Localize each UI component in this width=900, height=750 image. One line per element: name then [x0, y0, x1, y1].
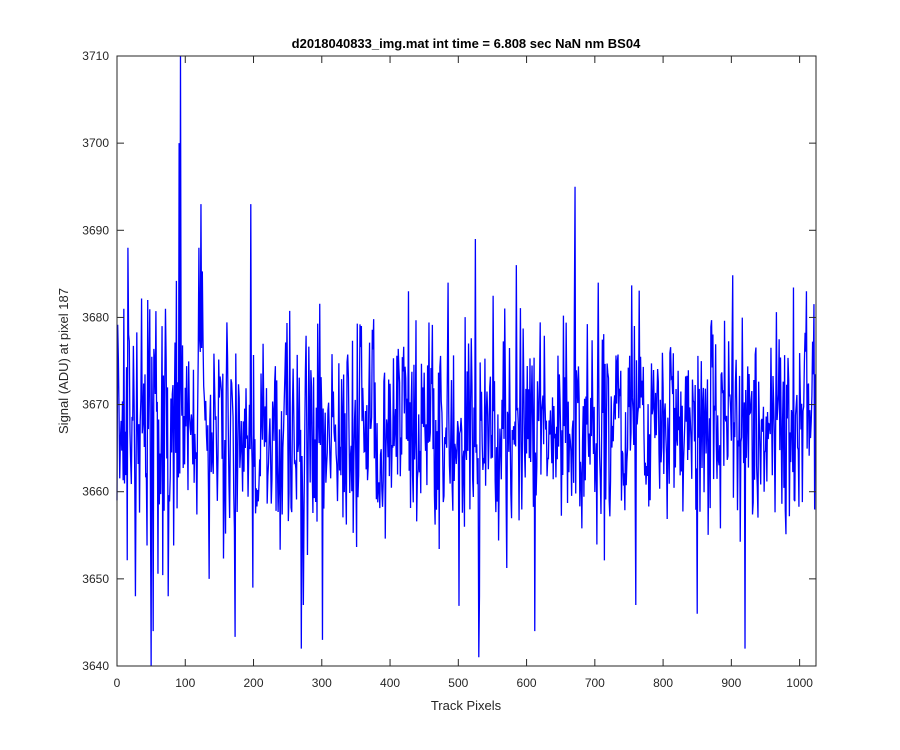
y-axis-label: Signal (ADU) at pixel 187	[56, 288, 71, 434]
axes-box	[116, 55, 817, 667]
x-tick-label: 700	[585, 676, 605, 690]
y-tick-label: 3700	[82, 136, 109, 150]
series-line	[116, 55, 816, 667]
y-tick-label: 3670	[82, 398, 109, 412]
x-tick-label: 500	[448, 676, 468, 690]
x-tick-label: 0	[114, 676, 121, 690]
chart-title: d2018040833_img.mat int time = 6.808 sec…	[292, 36, 641, 51]
x-tick-label: 400	[380, 676, 400, 690]
x-tick-label: 600	[517, 676, 537, 690]
x-tick-label: 800	[653, 676, 673, 690]
x-tick-label: 300	[312, 676, 332, 690]
x-tick-label: 100	[175, 676, 195, 690]
x-tick-label: 200	[244, 676, 264, 690]
y-tick-label: 3710	[82, 49, 109, 63]
y-tick-label: 3690	[82, 223, 109, 237]
tick-layer: 0 100 200 300 400 500 600 700 800 900 1000 3640 3650…	[82, 49, 816, 690]
y-tick-label: 3680	[82, 310, 109, 324]
y-tick-label: 3660	[82, 485, 109, 499]
y-tick-label: 3640	[82, 659, 109, 673]
plot-area	[117, 56, 816, 666]
x-axis-label: Track Pixels	[431, 698, 502, 713]
y-tick-label: 3650	[82, 572, 109, 586]
series-layer	[116, 55, 816, 667]
x-tick-label: 900	[721, 676, 741, 690]
x-tick-label: 1000	[786, 676, 813, 690]
